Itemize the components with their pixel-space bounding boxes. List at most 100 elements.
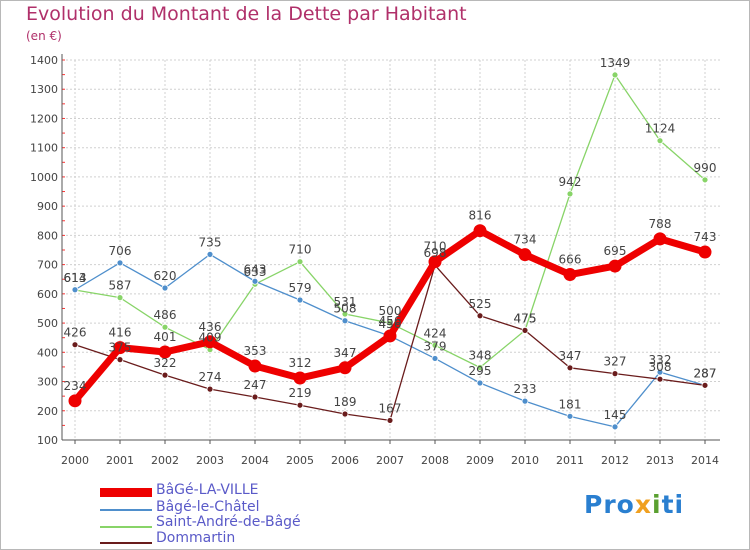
y-tick-label: 1300 xyxy=(30,83,58,96)
logo-letter: o xyxy=(616,490,635,519)
x-tick-label: 2002 xyxy=(151,454,179,467)
point-bage-la-ville xyxy=(518,248,532,262)
unit-label: (en €) xyxy=(26,29,62,43)
legend-swatch-bage-le-chatel xyxy=(100,509,152,511)
data-label-saint-andre-de-bage: 587 xyxy=(109,279,132,293)
data-label-dommartin: 189 xyxy=(334,395,357,409)
data-label-saint-andre-de-bage: 475 xyxy=(514,311,537,325)
point-bage-la-ville xyxy=(338,361,352,375)
data-label-bage-le-chatel: 620 xyxy=(154,269,177,283)
data-labels: 613 587 486 409 633 710 531 500 424 348 475 942 1349… xyxy=(64,56,717,422)
chart-title: Evolution du Montant de la Dette par Hab… xyxy=(26,3,467,25)
point-dommartin xyxy=(251,393,259,401)
point-bage-le-chatel xyxy=(611,423,619,431)
data-label-bage-la-ville: 734 xyxy=(514,233,537,247)
data-label-dommartin: 426 xyxy=(64,326,87,340)
point-dommartin xyxy=(206,385,214,393)
data-label-bage-la-ville: 416 xyxy=(109,326,132,340)
point-saint-andre-de-bage xyxy=(116,294,124,302)
data-label-bage-le-chatel: 287 xyxy=(694,366,717,380)
data-label-bage-la-ville: 743 xyxy=(694,230,717,244)
point-bage-la-ville xyxy=(158,345,172,359)
y-tick-label: 800 xyxy=(37,229,58,242)
x-tick-label: 2006 xyxy=(331,454,359,467)
y-tick-label: 1000 xyxy=(30,171,58,184)
data-label-bage-le-chatel: 735 xyxy=(199,235,222,249)
point-saint-andre-de-bage xyxy=(656,137,664,145)
point-saint-andre-de-bage xyxy=(566,190,574,198)
data-label-bage-le-chatel: 456 xyxy=(379,317,402,331)
data-label-bage-le-chatel: 706 xyxy=(109,244,132,258)
point-bage-le-chatel xyxy=(476,379,484,387)
data-label-bage-le-chatel: 579 xyxy=(289,281,312,295)
logo-letter: i xyxy=(674,490,685,519)
point-bage-le-chatel xyxy=(431,355,439,362)
data-label-bage-le-chatel: 643 xyxy=(244,262,267,276)
legend-label-bage-la-ville: BâGé-LA-VILLE xyxy=(156,482,259,498)
data-label-dommartin: 308 xyxy=(649,360,672,374)
point-bage-la-ville xyxy=(293,371,307,385)
data-label-dommartin: 322 xyxy=(154,356,177,370)
x-tick-label: 2012 xyxy=(601,454,629,467)
point-saint-andre-de-bage xyxy=(161,323,169,331)
data-label-saint-andre-de-bage: 486 xyxy=(154,308,177,322)
x-tick-label: 2013 xyxy=(646,454,674,467)
point-saint-andre-de-bage xyxy=(431,341,439,349)
point-bage-la-ville xyxy=(68,394,82,408)
x-tick-label: 2010 xyxy=(511,454,539,467)
data-label-dommartin: 475 xyxy=(514,311,537,325)
data-label-saint-andre-de-bage: 424 xyxy=(424,326,447,340)
point-bage-le-chatel xyxy=(251,277,259,285)
legend-swatch-dommartin xyxy=(100,542,152,544)
logo-letter: r xyxy=(603,490,617,519)
point-bage-la-ville xyxy=(563,268,577,282)
point-dommartin xyxy=(701,381,709,389)
x-tick-label: 2005 xyxy=(286,454,314,467)
point-saint-andre-de-bage xyxy=(611,71,619,79)
data-label-dommartin: 375 xyxy=(109,341,132,355)
data-label-dommartin: 327 xyxy=(604,355,627,369)
data-label-dommartin: 525 xyxy=(469,297,492,311)
point-bage-la-ville xyxy=(203,335,217,349)
y-tick-label: 900 xyxy=(37,200,58,213)
point-saint-andre-de-bage xyxy=(296,258,304,266)
logo-letter: P xyxy=(584,490,604,519)
data-label-saint-andre-de-bage: 990 xyxy=(694,161,717,175)
data-label-bage-la-ville: 816 xyxy=(469,209,492,223)
axes: 100 200 300 400 500 600 700 800 900 1000 1100 1200 1… xyxy=(30,54,720,467)
proxiti-logo: Proxiti xyxy=(584,490,684,519)
grid xyxy=(62,59,720,441)
logo-letter: i xyxy=(652,490,662,519)
data-label-bage-la-ville: 456 xyxy=(379,314,402,328)
x-tick-label: 2000 xyxy=(61,454,89,467)
point-dommartin xyxy=(476,312,484,320)
data-label-saint-andre-de-bage: 942 xyxy=(559,175,582,189)
data-label-bage-la-ville: 436 xyxy=(199,320,222,334)
data-label-dommartin: 274 xyxy=(199,370,222,384)
data-label-bage-la-ville: 666 xyxy=(559,253,582,267)
legend-swatch-bage-la-ville xyxy=(100,488,152,497)
point-saint-andre-de-bage xyxy=(386,319,394,327)
x-tick-label: 2009 xyxy=(466,454,494,467)
point-dommartin xyxy=(656,375,664,383)
point-bage-la-ville xyxy=(248,359,262,373)
data-label-dommartin: 247 xyxy=(244,378,267,392)
y-tick-label: 500 xyxy=(37,317,58,330)
point-bage-le-chatel xyxy=(656,368,664,376)
data-label-dommartin: 167 xyxy=(379,401,402,415)
data-label-bage-la-ville: 710 xyxy=(424,240,447,254)
data-label-bage-le-chatel: 145 xyxy=(604,408,627,422)
data-label-saint-andre-de-bage: 348 xyxy=(469,349,492,363)
data-label-bage-le-chatel: 508 xyxy=(334,302,357,316)
point-bage-la-ville xyxy=(428,255,442,269)
x-tick-label: 2003 xyxy=(196,454,224,467)
data-label-saint-andre-de-bage: 500 xyxy=(379,304,402,318)
point-dommartin xyxy=(386,417,394,424)
data-label-dommartin: 698 xyxy=(424,246,447,260)
series-layer xyxy=(68,71,712,431)
point-bage-le-chatel xyxy=(116,259,124,267)
x-tick-label: 2008 xyxy=(421,454,449,467)
y-tick-label: 1100 xyxy=(30,142,58,155)
logo-letter: t xyxy=(661,490,675,519)
legend-label-saint-andre: Saint-André-de-Bâgé xyxy=(156,514,301,530)
